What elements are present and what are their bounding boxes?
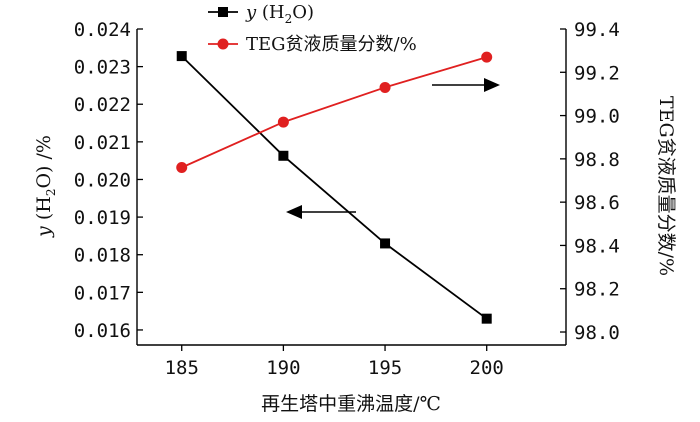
left-y-tick-label: 0.017 <box>74 282 131 304</box>
right-y-tick-label: 98.8 <box>574 149 620 171</box>
data-point-teg <box>176 162 188 174</box>
right-y-axis-ticks: 99.4 99.2 99.0 98.8 98.6 98.4 98.2 98.0 <box>560 19 620 344</box>
left-y-tick-label: 0.018 <box>74 245 131 267</box>
legend-label-h2o: y (H2O) <box>245 2 314 26</box>
legend-entry-teg: TEG贫液质量分数/% <box>208 34 417 55</box>
data-point-teg <box>277 116 289 128</box>
series-layer <box>176 51 493 324</box>
legend-entry-h2o: y (H2O) <box>208 2 314 26</box>
right-y-tick-label: 99.4 <box>574 19 620 41</box>
data-point-h2o <box>176 51 187 62</box>
series-line-teg <box>181 56 487 169</box>
left-y-tick-label: 0.019 <box>74 207 131 229</box>
right-y-tick-label: 98.4 <box>574 235 620 257</box>
left-y-axis-ticks: 0.024 0.023 0.022 0.021 0.020 0.019 0.018 0.017… <box>74 19 143 342</box>
x-tick-label: 200 <box>470 357 504 379</box>
left-y-tick-label: 0.016 <box>74 320 131 342</box>
legend-marker-circle <box>217 38 229 50</box>
right-y-axis-title: TEG贫液质量分数/% <box>655 96 677 276</box>
left-axis-arrow <box>286 205 356 219</box>
data-point-h2o <box>380 238 391 249</box>
x-axis-ticks: 185 190 195 200 <box>165 345 504 379</box>
right-y-tick-label: 99.0 <box>574 106 620 128</box>
right-y-tick-label: 99.2 <box>574 62 620 84</box>
left-y-tick-label: 0.023 <box>74 57 131 79</box>
right-y-tick-label: 98.2 <box>574 279 620 301</box>
x-axis-title: 再生塔中重沸温度/℃ <box>261 393 441 415</box>
data-point-teg <box>379 81 391 93</box>
right-y-tick-label: 98.0 <box>574 322 620 344</box>
left-y-axis-title: y (H2O) /% <box>33 135 58 238</box>
data-point-teg <box>481 51 493 63</box>
x-tick-label: 190 <box>266 357 300 379</box>
x-tick-label: 185 <box>165 357 199 379</box>
data-point-h2o <box>481 313 492 324</box>
legend-label-teg: TEG贫液质量分数/% <box>246 34 417 55</box>
legend: y (H2O) TEG贫液质量分数/% <box>208 2 417 55</box>
right-axis-arrow <box>432 78 500 92</box>
left-y-tick-label: 0.022 <box>74 94 131 116</box>
series-line-h2o <box>181 55 488 320</box>
left-y-tick-label: 0.020 <box>74 169 131 191</box>
right-y-tick-label: 98.6 <box>574 192 620 214</box>
x-tick-label: 195 <box>368 357 402 379</box>
data-point-h2o <box>278 150 289 161</box>
legend-marker-square <box>218 7 228 17</box>
axis-arrows <box>286 78 500 219</box>
left-y-tick-label: 0.024 <box>74 19 131 41</box>
left-y-tick-label: 0.021 <box>74 132 131 154</box>
